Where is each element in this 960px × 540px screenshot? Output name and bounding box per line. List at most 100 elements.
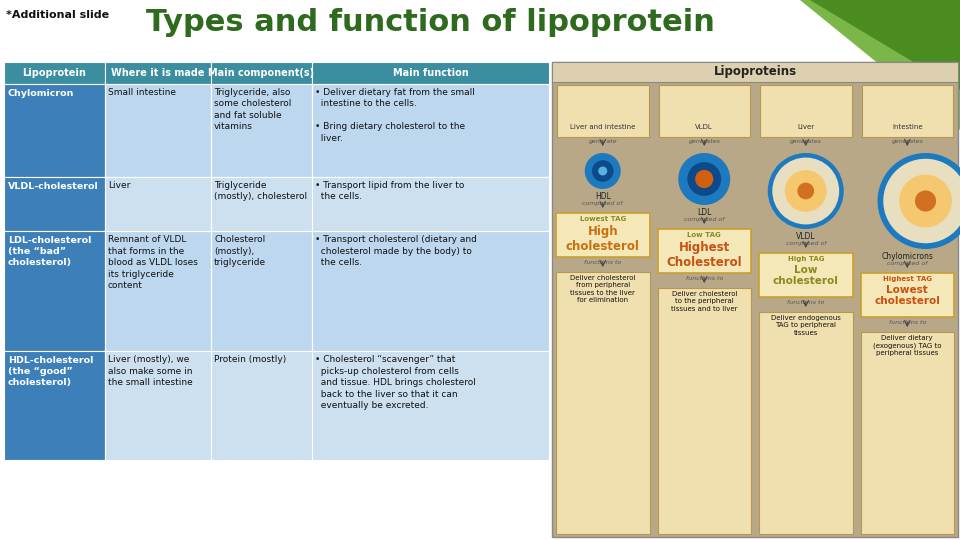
- Circle shape: [883, 159, 960, 243]
- Text: VLDL: VLDL: [695, 124, 713, 130]
- Text: functions to: functions to: [685, 276, 723, 281]
- Circle shape: [772, 158, 839, 225]
- FancyBboxPatch shape: [861, 85, 953, 137]
- FancyBboxPatch shape: [211, 177, 312, 231]
- Text: Highest TAG: Highest TAG: [883, 276, 932, 282]
- FancyBboxPatch shape: [557, 85, 649, 137]
- Text: Liver: Liver: [797, 124, 814, 130]
- Text: Deliver dietary
(exogenous) TAG to
peripheral tissues: Deliver dietary (exogenous) TAG to perip…: [873, 335, 942, 356]
- FancyBboxPatch shape: [556, 213, 650, 257]
- Text: Protein (mostly): Protein (mostly): [214, 355, 286, 364]
- Text: • Cholesterol “scavenger” that
  picks-up cholesterol from cells
  and tissue. H: • Cholesterol “scavenger” that picks-up …: [315, 355, 476, 410]
- Circle shape: [798, 183, 814, 199]
- FancyBboxPatch shape: [658, 288, 751, 534]
- Text: VLDL: VLDL: [796, 232, 816, 241]
- Circle shape: [695, 170, 713, 188]
- Circle shape: [915, 191, 936, 212]
- FancyBboxPatch shape: [860, 273, 954, 317]
- FancyBboxPatch shape: [759, 312, 852, 534]
- Text: generates: generates: [688, 139, 720, 144]
- FancyBboxPatch shape: [105, 177, 211, 231]
- Circle shape: [877, 153, 960, 249]
- FancyBboxPatch shape: [556, 272, 650, 534]
- Text: composed of: composed of: [785, 241, 826, 246]
- Text: generate: generate: [588, 139, 617, 144]
- Text: Low
cholesterol: Low cholesterol: [773, 265, 839, 286]
- Circle shape: [679, 153, 731, 205]
- Text: functions to: functions to: [889, 320, 926, 325]
- Text: LDL: LDL: [697, 208, 711, 217]
- Text: composed of: composed of: [684, 217, 725, 222]
- Text: Main function: Main function: [393, 68, 468, 78]
- FancyBboxPatch shape: [860, 332, 954, 534]
- Text: LDL-cholesterol
(the “bad”
cholesterol): LDL-cholesterol (the “bad” cholesterol): [8, 236, 91, 267]
- Text: composed of: composed of: [583, 201, 623, 206]
- FancyBboxPatch shape: [312, 352, 549, 460]
- Text: Where it is made: Where it is made: [111, 68, 204, 78]
- Circle shape: [585, 153, 621, 189]
- FancyBboxPatch shape: [105, 62, 211, 84]
- Text: Cholesterol
(mostly),
triglyceride: Cholesterol (mostly), triglyceride: [214, 235, 266, 267]
- Text: Lowest TAG: Lowest TAG: [580, 216, 626, 222]
- Text: Remnant of VLDL
that forms in the
blood as VLDL loses
its triglyceride
content: Remnant of VLDL that forms in the blood …: [108, 235, 198, 290]
- Text: • Transport cholesterol (dietary and
  cholesterol made by the body) to
  the ce: • Transport cholesterol (dietary and cho…: [315, 235, 477, 267]
- Text: Lipoproteins: Lipoproteins: [713, 65, 797, 78]
- FancyBboxPatch shape: [759, 253, 852, 297]
- Text: Intestine: Intestine: [892, 124, 923, 130]
- FancyBboxPatch shape: [552, 62, 958, 82]
- Text: HDL-cholesterol
(the “good”
cholesterol): HDL-cholesterol (the “good” cholesterol): [8, 356, 93, 388]
- Text: Liver and intestine: Liver and intestine: [570, 124, 636, 130]
- FancyBboxPatch shape: [4, 84, 105, 177]
- Text: Deliver endogenous
TAG to peripheral
tissues: Deliver endogenous TAG to peripheral tis…: [771, 315, 841, 336]
- FancyBboxPatch shape: [659, 85, 750, 137]
- Text: Main component(s): Main component(s): [208, 68, 315, 78]
- Text: composed of: composed of: [887, 261, 927, 266]
- FancyBboxPatch shape: [4, 62, 105, 84]
- Polygon shape: [690, 0, 960, 130]
- FancyBboxPatch shape: [552, 62, 958, 537]
- FancyBboxPatch shape: [211, 352, 312, 460]
- Text: *Additional slide: *Additional slide: [6, 10, 109, 20]
- FancyBboxPatch shape: [211, 231, 312, 352]
- Text: Triglyceride
(mostly), cholesterol: Triglyceride (mostly), cholesterol: [214, 181, 307, 201]
- Circle shape: [785, 170, 827, 212]
- Circle shape: [768, 153, 844, 229]
- Text: • Deliver dietary fat from the small
  intestine to the cells.

• Bring dietary : • Deliver dietary fat from the small int…: [315, 88, 475, 143]
- FancyBboxPatch shape: [105, 231, 211, 352]
- Text: functions to: functions to: [787, 300, 825, 305]
- Text: Chylomicron: Chylomicron: [8, 89, 74, 98]
- Circle shape: [900, 174, 952, 227]
- Text: Highest
Cholesterol: Highest Cholesterol: [666, 241, 742, 268]
- Text: functions to: functions to: [584, 260, 621, 265]
- Circle shape: [687, 162, 721, 196]
- FancyBboxPatch shape: [312, 84, 549, 177]
- Text: generates: generates: [790, 139, 822, 144]
- Polygon shape: [810, 0, 960, 90]
- FancyBboxPatch shape: [312, 231, 549, 352]
- Text: Deliver cholesterol
to the peripheral
tissues and to liver: Deliver cholesterol to the peripheral ti…: [671, 291, 737, 312]
- FancyBboxPatch shape: [312, 62, 549, 84]
- FancyBboxPatch shape: [4, 231, 105, 352]
- FancyBboxPatch shape: [211, 62, 312, 84]
- FancyBboxPatch shape: [4, 352, 105, 460]
- Circle shape: [592, 160, 613, 182]
- Text: Small intestine: Small intestine: [108, 88, 176, 97]
- Text: Chylomicrons: Chylomicrons: [881, 252, 933, 261]
- Circle shape: [598, 166, 608, 176]
- Text: Liver (mostly), we
also make some in
the small intestine: Liver (mostly), we also make some in the…: [108, 355, 193, 387]
- FancyBboxPatch shape: [658, 229, 751, 273]
- Text: Low TAG: Low TAG: [687, 232, 721, 238]
- Text: HDL: HDL: [595, 192, 611, 201]
- Text: • Transport lipid from the liver to
  the cells.: • Transport lipid from the liver to the …: [315, 181, 465, 201]
- FancyBboxPatch shape: [760, 85, 852, 137]
- Text: Types and function of lipoprotein: Types and function of lipoprotein: [146, 8, 714, 37]
- Text: Deliver cholesterol
from peripheral
tissues to the liver
for elimination: Deliver cholesterol from peripheral tiss…: [570, 275, 636, 303]
- Text: generates: generates: [891, 139, 924, 144]
- FancyBboxPatch shape: [211, 84, 312, 177]
- FancyBboxPatch shape: [312, 177, 549, 231]
- FancyBboxPatch shape: [105, 352, 211, 460]
- Text: Lowest
cholesterol: Lowest cholesterol: [875, 285, 940, 306]
- FancyBboxPatch shape: [105, 84, 211, 177]
- Text: VLDL-cholesterol: VLDL-cholesterol: [8, 182, 99, 191]
- Text: High TAG: High TAG: [787, 256, 824, 262]
